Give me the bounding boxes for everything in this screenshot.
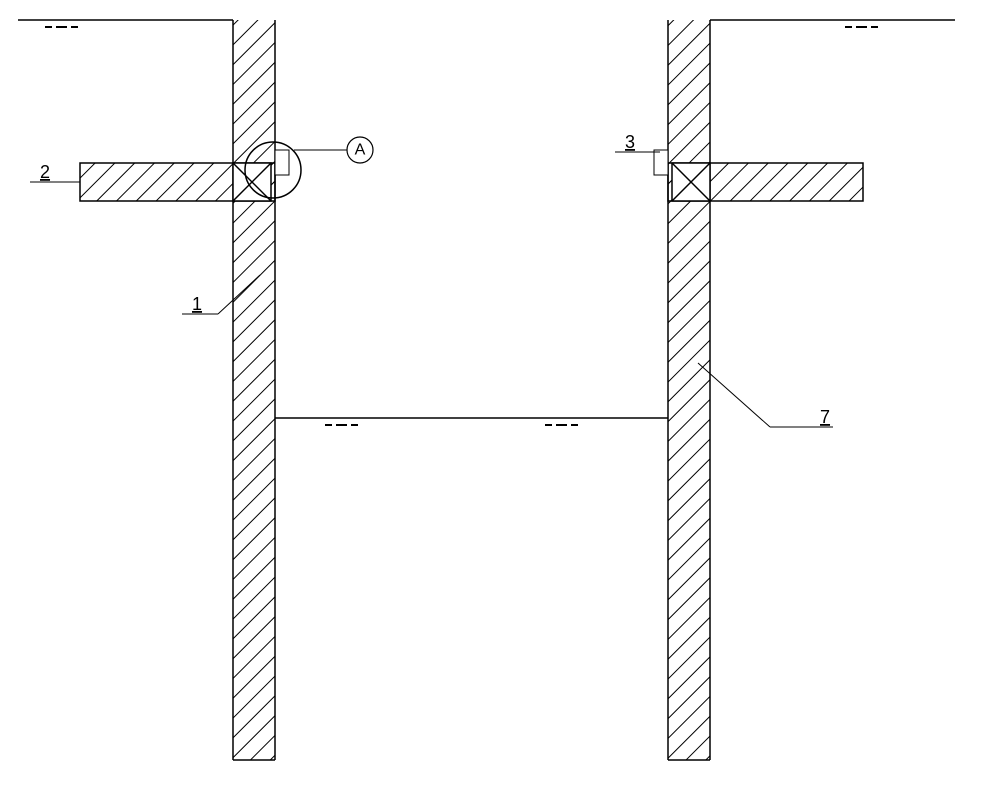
leader-1-text: 1 [192, 294, 202, 314]
left-retaining-wall [233, 20, 275, 760]
leader-2: 2 [30, 162, 80, 182]
leader-3-text: 3 [625, 132, 635, 152]
leader-7: 7 [698, 363, 833, 427]
right-retaining-wall [668, 20, 710, 760]
detail-label-A-text: A [355, 142, 366, 159]
leader-7-text: 7 [820, 407, 830, 427]
leader-2-text: 2 [40, 162, 50, 182]
engineering-diagram: A 2 3 1 7 [0, 0, 1000, 801]
leader-3: 3 [615, 132, 660, 152]
